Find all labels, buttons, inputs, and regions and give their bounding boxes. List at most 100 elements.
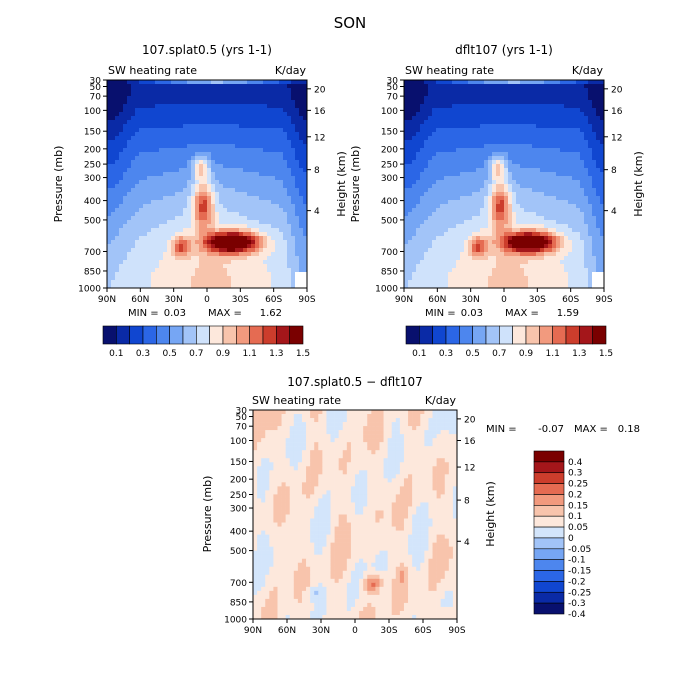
heatmap-cell bbox=[540, 168, 545, 173]
heatmap-cell bbox=[143, 188, 148, 193]
heatmap-cell bbox=[235, 84, 240, 89]
heatmap-cell bbox=[424, 164, 429, 169]
heatmap-cell bbox=[303, 116, 307, 121]
heatmap-cell bbox=[472, 216, 477, 221]
heatmap-cell bbox=[488, 244, 493, 249]
heatmap-cell bbox=[548, 176, 553, 181]
heatmap-cell bbox=[279, 172, 284, 177]
heatmap-cell bbox=[552, 204, 557, 209]
heatmap-cell bbox=[588, 112, 593, 117]
heatmap-cell bbox=[195, 88, 200, 93]
heatmap-cell bbox=[143, 104, 148, 109]
heatmap-cell bbox=[464, 124, 469, 129]
heatmap-cell bbox=[436, 256, 441, 261]
heatmap-cell bbox=[231, 108, 236, 113]
heatmap-cell bbox=[195, 176, 200, 181]
heatmap-cell bbox=[428, 188, 433, 193]
heatmap-cell bbox=[436, 260, 441, 265]
heatmap-cell bbox=[536, 168, 541, 173]
heatmap-cell bbox=[584, 220, 589, 225]
heatmap-cell bbox=[111, 88, 116, 93]
heatmap-cell bbox=[464, 180, 469, 185]
heatmap-cell bbox=[464, 196, 469, 201]
heatmap-cell bbox=[191, 128, 196, 133]
heatmap-cell bbox=[239, 148, 244, 153]
heatmap-cell bbox=[432, 140, 437, 145]
heatmap-cell bbox=[199, 156, 204, 161]
heatmap-cell bbox=[239, 100, 244, 105]
heatmap-cell bbox=[520, 248, 525, 253]
heatmap-cell bbox=[532, 180, 537, 185]
heatmap-cell bbox=[279, 108, 284, 113]
heatmap-cell bbox=[412, 176, 417, 181]
heatmap-cell bbox=[151, 96, 156, 101]
heatmap-cell bbox=[175, 132, 180, 137]
heatmap-cell bbox=[536, 136, 541, 141]
heatmap-cell bbox=[592, 116, 597, 121]
heatmap-cell bbox=[524, 136, 529, 141]
heatmap-cell bbox=[564, 164, 569, 169]
heatmap-cell bbox=[560, 256, 565, 261]
heatmap-cell bbox=[131, 108, 136, 113]
heatmap-cell bbox=[179, 256, 184, 261]
heatmap-cell bbox=[524, 112, 529, 117]
heatmap-cell bbox=[243, 84, 248, 89]
heatmap-cell bbox=[508, 204, 513, 209]
heatmap-cell bbox=[223, 192, 228, 197]
heatmap-cell bbox=[444, 136, 449, 141]
heatmap-cell bbox=[167, 116, 172, 121]
heatmap-cell bbox=[131, 172, 136, 177]
heatmap-cell bbox=[584, 108, 589, 113]
heatmap-cell bbox=[131, 260, 136, 265]
heatmap-cell bbox=[167, 176, 172, 181]
heatmap-cell bbox=[259, 200, 264, 205]
heatmap-cell bbox=[492, 132, 497, 137]
heatmap-cell bbox=[444, 196, 449, 201]
heatmap-cell bbox=[516, 216, 521, 221]
heatmap-cell bbox=[576, 224, 581, 229]
heatmap-cell bbox=[279, 136, 284, 141]
heatmap-cell bbox=[540, 160, 545, 165]
heatmap-cell bbox=[600, 152, 604, 157]
heatmap-cell bbox=[255, 252, 260, 257]
heatmap-cell bbox=[299, 96, 304, 101]
heatmap-cell bbox=[444, 100, 449, 105]
heatmap-cell bbox=[191, 136, 196, 141]
heatmap-cell bbox=[247, 204, 252, 209]
heatmap-cell bbox=[408, 180, 413, 185]
heatmap-cell bbox=[516, 248, 521, 253]
heatmap-cell bbox=[448, 168, 453, 173]
heatmap-cell bbox=[504, 104, 509, 109]
heatmap-cell bbox=[576, 196, 581, 201]
heatmap-cell bbox=[520, 100, 525, 105]
heatmap-cell bbox=[568, 156, 573, 161]
heatmap-cell bbox=[191, 80, 196, 85]
heatmap-cell bbox=[500, 140, 505, 145]
heatmap-cell bbox=[576, 80, 581, 85]
heatmap-cell bbox=[576, 176, 581, 181]
heatmap-cell bbox=[243, 200, 248, 205]
heatmap-cell bbox=[139, 132, 144, 137]
heatmap-cell bbox=[548, 140, 553, 145]
heatmap-cell bbox=[203, 128, 208, 133]
heatmap-cell bbox=[183, 284, 188, 288]
heatmap-cell bbox=[195, 212, 200, 217]
heatmap-cell bbox=[203, 280, 208, 285]
heatmap-cell bbox=[420, 108, 425, 113]
heatmap-cell bbox=[536, 84, 541, 89]
heatmap-cell bbox=[548, 232, 553, 237]
heatmap-cell bbox=[548, 84, 553, 89]
heatmap-cell bbox=[247, 88, 252, 93]
heatmap-cell bbox=[592, 104, 597, 109]
heatmap-cell bbox=[299, 160, 304, 165]
heatmap-cell bbox=[492, 184, 497, 189]
heatmap-cell bbox=[283, 104, 288, 109]
heatmap-cell bbox=[580, 244, 585, 249]
heatmap-cell bbox=[107, 132, 112, 137]
heatmap-cell bbox=[564, 240, 569, 245]
heatmap-cell bbox=[239, 120, 244, 125]
heatmap-cell bbox=[452, 92, 457, 97]
heatmap-cell bbox=[436, 120, 441, 125]
heatmap-cell bbox=[472, 136, 477, 141]
heatmap-cell bbox=[544, 260, 549, 265]
